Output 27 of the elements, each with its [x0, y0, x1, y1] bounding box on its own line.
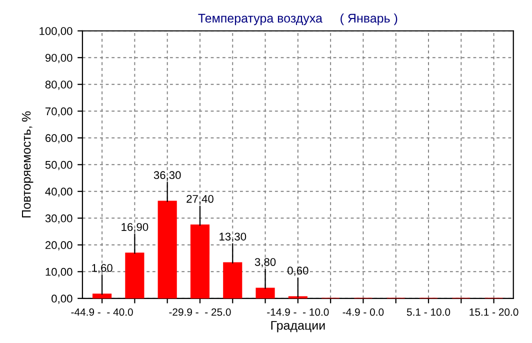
- data-label: 0,60: [288, 266, 308, 276]
- x-tick-label: -14.9 - - 10.0: [267, 308, 329, 316]
- y-tick-label: 100,00: [40, 27, 72, 36]
- x-axis-title: Градации: [271, 321, 325, 332]
- y-tick-label: 0,00: [52, 294, 72, 304]
- data-label: 1,60: [92, 264, 112, 274]
- y-tick-label: 40,00: [45, 188, 72, 197]
- y-tick-label: 70,00: [46, 107, 72, 117]
- data-label: 13,30: [220, 232, 246, 242]
- y-tick-label: 90,00: [45, 54, 72, 64]
- y-axis-title: Повторяемость, %: [22, 111, 34, 218]
- x-tick-label: -29.9 - - 25.0: [169, 308, 231, 316]
- x-tick-label: 5.1 - 10.0: [406, 308, 450, 316]
- data-label: 27,40: [186, 194, 214, 204]
- y-tick-label: 80,00: [45, 80, 72, 90]
- chart-title: Температура воздуха ( Январь ): [198, 13, 398, 26]
- x-tick-label: 15.1 - 20.0: [470, 308, 518, 316]
- data-label: 36,30: [154, 171, 181, 180]
- data-label: 16,90: [122, 223, 148, 232]
- x-tick-label: -4.9 - 0.0: [342, 308, 384, 316]
- y-tick-label: 10,00: [46, 268, 72, 278]
- y-tick-label: 50,00: [45, 160, 72, 170]
- data-label: 3,80: [254, 258, 276, 268]
- x-tick-label: -44.9 - - 40.0: [71, 308, 133, 316]
- y-tick-label: 20,00: [45, 241, 72, 250]
- y-tick-label: 30,00: [45, 214, 72, 224]
- y-tick-label: 60,00: [46, 134, 72, 144]
